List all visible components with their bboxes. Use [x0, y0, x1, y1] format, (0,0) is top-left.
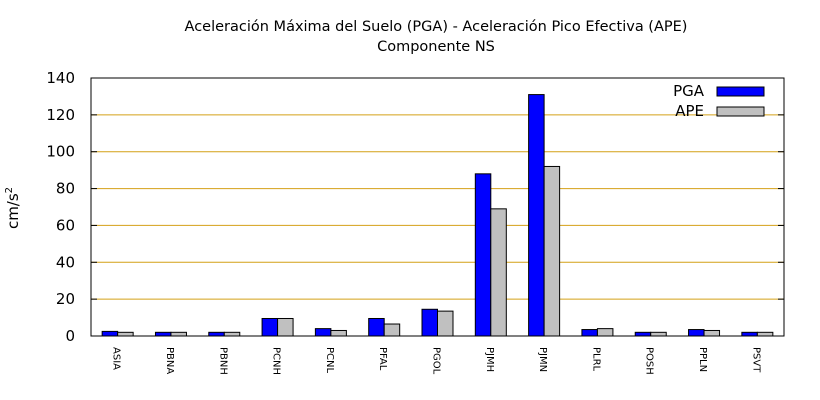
bar-ape-pjmh [490, 208, 507, 337]
bar-ape-pbnh [223, 331, 241, 337]
bar-ape-pfal [383, 323, 401, 337]
y-axis-label-unit: cm/s [4, 193, 22, 229]
y-tick-label: 60 [56, 216, 75, 234]
x-tick-label: PFAL [377, 347, 388, 371]
x-tick-label: PCNH [271, 347, 282, 375]
chart-title: Aceleración Máxima del Suelo (PGA) - Ace… [185, 19, 688, 35]
legend-label-pga: PGA [673, 82, 705, 100]
y-tick-label: 140 [46, 69, 75, 87]
bar-pga-pfal [368, 317, 385, 337]
bar-ape-pbna [170, 331, 187, 337]
bar-ape-posh [650, 331, 667, 337]
x-tick-label: PPLN [697, 347, 708, 372]
bar-ape-pjmn [543, 165, 561, 337]
x-tick-label: PJMN [537, 347, 548, 372]
bars [101, 94, 774, 337]
bar-ape-ppln [703, 329, 721, 337]
bar-ape-pcnl [330, 329, 347, 337]
bar-ape-plrl [596, 328, 614, 337]
legend-label-ape: APE [675, 102, 704, 120]
bar-pga-pjmh [474, 173, 492, 337]
bar-ape-psvt [756, 331, 774, 337]
bar-pga-psvt [741, 331, 758, 337]
x-tick-label: PSVT [750, 347, 761, 373]
x-tick-label: PJMH [484, 347, 495, 372]
y-axis-label-exponent: 2 [4, 187, 15, 193]
legend-swatch-pga [716, 86, 765, 97]
x-tick-label: PBNA [164, 347, 175, 374]
x-tick-label: PCNL [324, 347, 335, 373]
bar-ape-asia [117, 331, 134, 337]
bar-ape-pgol [437, 310, 454, 337]
y-axis-label: cm/s2 [4, 187, 22, 229]
bar-pga-asia [101, 330, 119, 337]
x-tick-label: PGOL [431, 347, 442, 375]
bar-ape-pcnh [277, 317, 294, 337]
x-tick-label: PLRL [590, 347, 601, 372]
bar-pga-pcnh [261, 317, 279, 337]
y-tick-labels: 0 20 40 60 80 100 120 140 [46, 69, 75, 345]
bar-pga-pcnl [314, 328, 332, 337]
y-tick-label: 80 [56, 180, 75, 198]
plot-frame [90, 77, 785, 337]
y-tick-label: 120 [46, 106, 75, 124]
chart-subtitle: Componente NS [377, 39, 495, 55]
bar-pga-pbna [154, 331, 172, 337]
gridlines [91, 77, 784, 337]
bar-pga-posh [634, 331, 652, 337]
x-tick-label: ASIA [111, 347, 122, 370]
bar-pga-plrl [581, 329, 598, 337]
x-tick-label: PBNH [217, 347, 228, 375]
bar-pga-pjmn [528, 94, 545, 337]
bar-pga-ppln [688, 329, 705, 337]
y-tick-label: 40 [56, 253, 75, 271]
bar-pga-pbnh [208, 331, 225, 337]
legend: PGA APE [673, 82, 765, 120]
legend-swatch-ape [716, 106, 765, 117]
x-tick-labels: ASIA PBNA PBNH PCNH PCNL PFAL PGOL PJMH PJMN PLRL… [111, 347, 762, 375]
x-tick-label: POSH [644, 347, 655, 375]
y-tick-label: 100 [46, 143, 75, 161]
y-tick-label: 0 [65, 327, 75, 345]
bar-pga-pgol [421, 308, 438, 337]
y-tick-label: 20 [56, 290, 75, 308]
